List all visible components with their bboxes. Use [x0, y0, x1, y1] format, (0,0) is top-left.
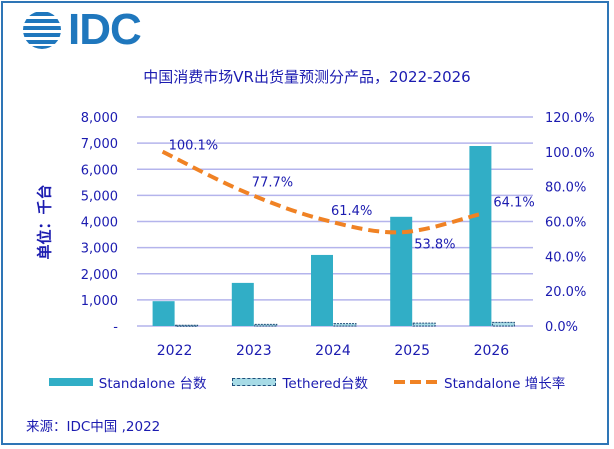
x-tick-label: 2023	[236, 343, 272, 359]
bar-tethered	[491, 321, 515, 327]
legend: Standalone 台数 Tethered台数 Standalone 增长率	[0, 372, 614, 392]
legend-item-growth: Standalone 增长率	[394, 372, 565, 392]
chart-title: 中国消费市场VR出货量预测分产品，2022-2026	[143, 68, 471, 86]
legend-label-growth: Standalone 增长率	[444, 376, 566, 392]
legend-swatch-tethered	[232, 378, 277, 386]
y-tick-label: 7,000	[81, 137, 118, 152]
y-tick-label: 1,000	[81, 294, 118, 309]
x-tick-label: 2025	[394, 343, 430, 359]
y2-tick-label: 0.0%	[545, 320, 578, 335]
legend-label-tethered: Tethered台数	[282, 376, 369, 392]
logo-text: IDC	[68, 5, 142, 54]
y-tick-label: 8,000	[81, 111, 118, 126]
y-tick-label: 4,000	[81, 216, 118, 231]
bar-tethered	[412, 322, 436, 327]
legend-item-tethered: Tethered台数	[232, 372, 368, 392]
y2-tick-label: 100.0%	[545, 146, 595, 161]
bar-tethered	[254, 323, 278, 327]
bar-standalone	[311, 254, 333, 326]
source-note: 来源：IDC中国 ,2022	[26, 419, 161, 435]
legend-label-standalone: Standalone 台数	[98, 376, 207, 392]
y-tick-label: 5,000	[81, 189, 118, 204]
y2-tick-label: 20.0%	[545, 285, 586, 300]
legend-swatch-standalone	[48, 378, 93, 386]
growth-data-label: 53.8%	[414, 237, 455, 252]
y-tick-label: 6,000	[81, 163, 118, 178]
y2-tick-label: 120.0%	[545, 111, 595, 126]
y2-tick-label: 80.0%	[545, 181, 586, 196]
x-tick-label: 2024	[315, 343, 351, 359]
legend-item-standalone: Standalone 台数	[48, 372, 207, 392]
growth-data-label: 61.4%	[331, 204, 372, 219]
bar-standalone	[469, 145, 492, 326]
y-tick-label: -	[113, 320, 118, 335]
idc-logo: IDC	[22, 5, 142, 54]
bar-standalone	[231, 282, 254, 326]
growth-data-label: 77.7%	[252, 176, 293, 191]
y2-tick-label: 40.0%	[545, 250, 586, 265]
y-tick-label: 3,000	[81, 242, 118, 257]
x-tick-label: 2026	[474, 343, 510, 359]
y-tick-label: 2,000	[81, 268, 118, 283]
idc-globe-icon	[23, 12, 61, 49]
bar-tethered	[175, 324, 199, 327]
bar-standalone	[152, 301, 175, 326]
legend-swatch-growth	[394, 380, 439, 384]
y2-tick-label: 60.0%	[545, 216, 586, 231]
bar-standalone	[390, 216, 413, 326]
growth-line	[161, 149, 480, 235]
growth-data-label: 100.1%	[169, 139, 219, 154]
bar-tethered	[333, 323, 357, 327]
chart-frame	[1, 1, 609, 445]
growth-data-label: 64.1%	[493, 195, 534, 210]
x-tick-label: 2022	[157, 343, 193, 359]
